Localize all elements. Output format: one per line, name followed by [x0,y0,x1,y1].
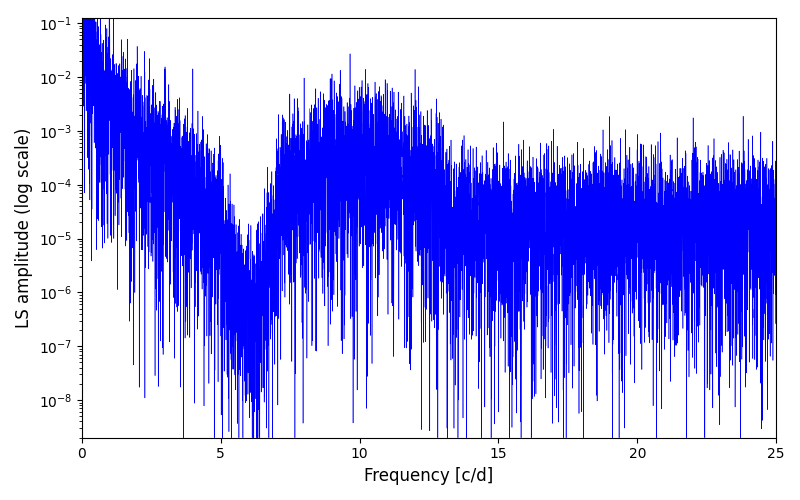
Y-axis label: LS amplitude (log scale): LS amplitude (log scale) [15,128,33,328]
X-axis label: Frequency [c/d]: Frequency [c/d] [364,467,494,485]
